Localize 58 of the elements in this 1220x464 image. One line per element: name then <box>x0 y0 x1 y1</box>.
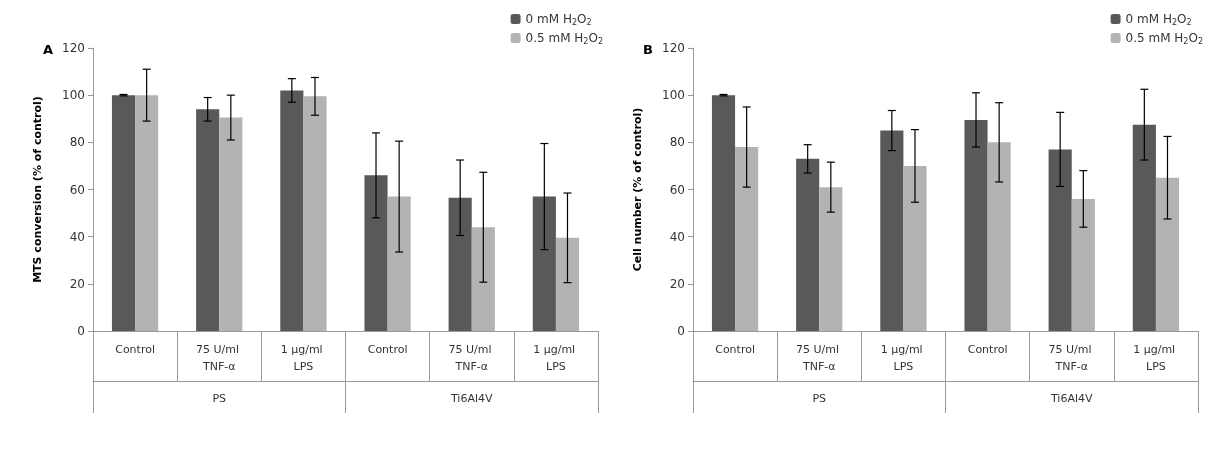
y-tick-label: 80 <box>69 135 85 150</box>
bar <box>303 96 327 331</box>
text: PS <box>812 392 827 405</box>
x-tick-label: 1 µg/ml LPS <box>880 343 927 373</box>
x-tick-label: Control <box>967 343 1008 356</box>
x-tick-label: 75 U/ml TNF-α <box>1048 343 1096 373</box>
x-tick-label: 1 µg/ml LPS <box>533 343 579 373</box>
bar <box>555 237 580 331</box>
bar <box>735 147 759 331</box>
chart-title: A <box>43 42 54 57</box>
bar <box>111 95 136 331</box>
bar <box>819 187 843 331</box>
bar <box>219 117 243 331</box>
bar <box>987 142 1011 331</box>
bar <box>448 197 472 331</box>
bar <box>903 165 927 331</box>
y-tick-label: 120 <box>662 41 685 55</box>
bar <box>135 95 159 331</box>
y-tick-label: 80 <box>669 135 685 150</box>
bar <box>1071 198 1095 331</box>
y-tick-label: 40 <box>669 229 685 244</box>
bar <box>1048 149 1072 331</box>
y-tick-label: 0 <box>677 324 685 338</box>
x-tick-label: 75 U/ml TNF-α <box>195 343 243 373</box>
bar <box>796 158 820 331</box>
bar <box>196 109 220 331</box>
x-tick-label: Control <box>715 343 755 356</box>
text: PS <box>212 392 227 405</box>
y-axis-title: MTS conversion (% of control) <box>31 96 44 283</box>
y-tick-label: 0 <box>77 324 85 338</box>
y-tick-label: 20 <box>669 276 685 291</box>
x-tick-label: 1 µg/ml LPS <box>1133 343 1179 373</box>
x-tick-label: 75 U/ml TNF-α <box>448 343 496 373</box>
y-axis-title: Cell number (% of control) <box>631 107 644 272</box>
y-tick-label: 40 <box>69 229 85 244</box>
bar <box>471 227 495 331</box>
y-tick-label: 120 <box>62 41 85 55</box>
y-tick-label: 20 <box>69 276 85 291</box>
bar <box>711 95 736 331</box>
y-tick-label: 60 <box>669 182 685 197</box>
bar <box>280 90 304 331</box>
x-tick-label: Control <box>115 343 155 356</box>
y-tick-label: 100 <box>62 88 85 103</box>
bar <box>964 119 988 331</box>
text: Ti6Al4V <box>449 392 493 405</box>
bar <box>387 196 411 331</box>
x-tick-label: Control <box>367 343 408 356</box>
bar <box>532 196 556 331</box>
bar <box>1155 177 1180 331</box>
x-tick-label: 1 µg/ml LPS <box>280 343 327 373</box>
x-tick-label: 75 U/ml TNF-α <box>795 343 843 373</box>
bar <box>1132 124 1156 331</box>
text: Ti6Al4V <box>1049 392 1093 405</box>
bar <box>364 175 388 331</box>
bar <box>880 130 904 331</box>
y-tick-label: 100 <box>662 88 685 103</box>
chart-title: B <box>643 42 653 57</box>
y-tick-label: 60 <box>69 182 85 197</box>
